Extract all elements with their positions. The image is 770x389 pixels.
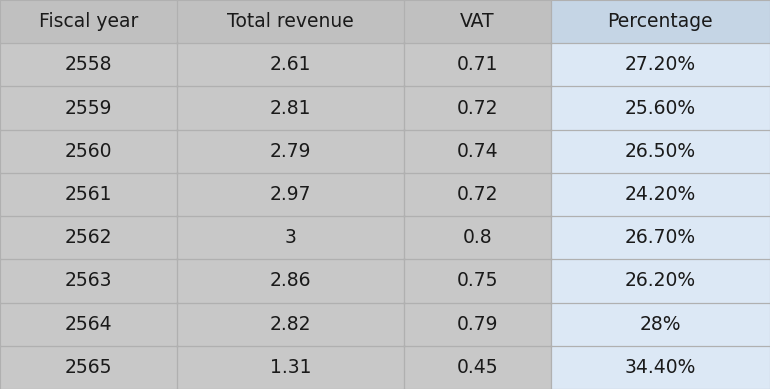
Bar bbox=[551, 43, 770, 86]
Bar bbox=[404, 216, 551, 259]
Text: 1.31: 1.31 bbox=[270, 358, 311, 377]
Text: 0.74: 0.74 bbox=[457, 142, 498, 161]
Bar bbox=[177, 303, 404, 346]
Text: 2564: 2564 bbox=[65, 315, 112, 334]
Bar bbox=[177, 86, 404, 130]
Bar bbox=[177, 0, 404, 43]
Bar bbox=[177, 346, 404, 389]
Bar bbox=[404, 43, 551, 86]
Text: 2.86: 2.86 bbox=[270, 272, 311, 291]
Bar bbox=[404, 173, 551, 216]
Bar bbox=[551, 346, 770, 389]
Text: 24.20%: 24.20% bbox=[624, 185, 696, 204]
Bar bbox=[551, 0, 770, 43]
Text: 34.40%: 34.40% bbox=[624, 358, 696, 377]
Text: 2562: 2562 bbox=[65, 228, 112, 247]
Text: 26.50%: 26.50% bbox=[624, 142, 696, 161]
Bar bbox=[177, 259, 404, 303]
Bar bbox=[0, 216, 177, 259]
Text: 2558: 2558 bbox=[65, 55, 112, 74]
Bar bbox=[0, 0, 177, 43]
Bar bbox=[404, 346, 551, 389]
Bar bbox=[0, 346, 177, 389]
Bar bbox=[404, 259, 551, 303]
Bar bbox=[0, 130, 177, 173]
Text: 0.75: 0.75 bbox=[457, 272, 498, 291]
Text: 0.45: 0.45 bbox=[457, 358, 498, 377]
Bar bbox=[177, 43, 404, 86]
Bar bbox=[404, 130, 551, 173]
Bar bbox=[0, 303, 177, 346]
Text: 26.20%: 26.20% bbox=[624, 272, 696, 291]
Bar bbox=[551, 130, 770, 173]
Bar bbox=[551, 303, 770, 346]
Bar bbox=[177, 216, 404, 259]
Text: Total revenue: Total revenue bbox=[227, 12, 354, 31]
Bar bbox=[404, 0, 551, 43]
Bar bbox=[551, 173, 770, 216]
Text: 2.97: 2.97 bbox=[270, 185, 311, 204]
Text: 26.70%: 26.70% bbox=[624, 228, 696, 247]
Bar bbox=[0, 173, 177, 216]
Bar bbox=[404, 86, 551, 130]
Text: 2.82: 2.82 bbox=[270, 315, 311, 334]
Text: 2561: 2561 bbox=[65, 185, 112, 204]
Text: 27.20%: 27.20% bbox=[624, 55, 696, 74]
Text: 0.8: 0.8 bbox=[463, 228, 492, 247]
Bar bbox=[551, 86, 770, 130]
Bar bbox=[0, 259, 177, 303]
Text: 2.61: 2.61 bbox=[270, 55, 311, 74]
Bar bbox=[177, 130, 404, 173]
Text: 2.79: 2.79 bbox=[270, 142, 311, 161]
Text: 25.60%: 25.60% bbox=[624, 98, 696, 117]
Text: 2563: 2563 bbox=[65, 272, 112, 291]
Text: 2.81: 2.81 bbox=[270, 98, 311, 117]
Text: Fiscal year: Fiscal year bbox=[38, 12, 139, 31]
Bar bbox=[551, 259, 770, 303]
Text: 3: 3 bbox=[285, 228, 296, 247]
Text: 28%: 28% bbox=[640, 315, 681, 334]
Text: 0.71: 0.71 bbox=[457, 55, 498, 74]
Bar bbox=[404, 303, 551, 346]
Text: 0.72: 0.72 bbox=[457, 98, 498, 117]
Text: 2559: 2559 bbox=[65, 98, 112, 117]
Text: 0.72: 0.72 bbox=[457, 185, 498, 204]
Text: 0.79: 0.79 bbox=[457, 315, 498, 334]
Bar bbox=[0, 86, 177, 130]
Bar bbox=[551, 216, 770, 259]
Text: 2560: 2560 bbox=[65, 142, 112, 161]
Text: Percentage: Percentage bbox=[608, 12, 713, 31]
Bar bbox=[177, 173, 404, 216]
Text: VAT: VAT bbox=[460, 12, 494, 31]
Text: 2565: 2565 bbox=[65, 358, 112, 377]
Bar bbox=[0, 43, 177, 86]
